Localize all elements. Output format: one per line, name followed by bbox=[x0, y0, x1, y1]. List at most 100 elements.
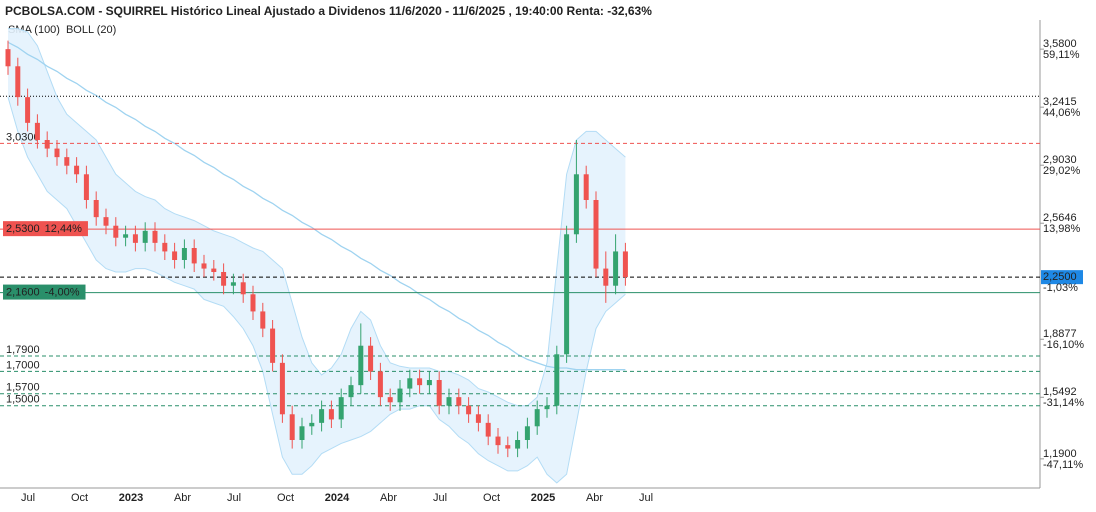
candle-body bbox=[583, 174, 589, 200]
candle-body bbox=[201, 263, 207, 269]
candle-body bbox=[221, 272, 227, 286]
candle-body bbox=[387, 397, 393, 403]
candle-body bbox=[240, 282, 246, 295]
level-label: 1,7900 bbox=[6, 344, 40, 356]
y-tick-change: -47,11% bbox=[1043, 459, 1083, 471]
level-label: 3,0300 bbox=[6, 131, 40, 143]
x-tick-label: Jul bbox=[21, 492, 35, 504]
candle-body bbox=[64, 157, 70, 166]
boll-band bbox=[8, 28, 626, 483]
candle-body bbox=[338, 397, 344, 420]
candle-body bbox=[368, 345, 374, 372]
y-tick-change: 13,98% bbox=[1043, 223, 1081, 235]
candle-body bbox=[44, 140, 50, 149]
last-price-label: 2,2500 bbox=[1043, 271, 1077, 283]
candle-body bbox=[622, 251, 628, 278]
candle-body bbox=[230, 282, 236, 286]
candle-body bbox=[593, 200, 599, 269]
candle-body bbox=[191, 248, 197, 264]
candle-body bbox=[505, 445, 511, 449]
y-tick-label: 3,5800 bbox=[1043, 38, 1077, 50]
candle-body bbox=[485, 422, 491, 437]
candle-body bbox=[142, 230, 148, 243]
x-tick-label: Jul bbox=[639, 492, 653, 504]
candle-body bbox=[466, 405, 472, 415]
x-tick-label: Oct bbox=[277, 492, 294, 504]
candle-body bbox=[495, 436, 501, 446]
candle-body bbox=[289, 414, 295, 440]
candle-body bbox=[309, 422, 315, 427]
candle-body bbox=[123, 234, 129, 238]
candle-body bbox=[613, 251, 619, 286]
candle-body bbox=[5, 49, 11, 67]
level-label: 2,5300 bbox=[6, 223, 40, 235]
candle-body bbox=[260, 311, 266, 329]
chart-title: PCBOLSA.COM - SQUIRREL Histórico Lineal … bbox=[5, 4, 652, 18]
candle-body bbox=[554, 354, 560, 406]
candle-body bbox=[436, 380, 442, 406]
candle-body bbox=[93, 200, 99, 218]
candle-body bbox=[319, 409, 325, 423]
candle-body bbox=[426, 380, 432, 386]
candle-body bbox=[299, 426, 305, 440]
candle-body bbox=[211, 268, 217, 272]
candle-body bbox=[475, 414, 481, 423]
y-tick-label: 3,2415 bbox=[1043, 96, 1077, 108]
legend-entry: BOLL (20) bbox=[66, 24, 116, 36]
candle-body bbox=[250, 294, 256, 312]
boll-upper bbox=[8, 28, 626, 407]
candle-body bbox=[103, 217, 109, 226]
y-tick-change: 29,02% bbox=[1043, 165, 1081, 177]
y-tick-change: -31,14% bbox=[1043, 397, 1084, 409]
candle-body bbox=[54, 148, 60, 158]
candle-body bbox=[407, 378, 413, 389]
x-tick-label: Jul bbox=[227, 492, 241, 504]
candle-body bbox=[456, 397, 462, 406]
level-label: 1,7000 bbox=[6, 359, 40, 371]
candle-body bbox=[515, 440, 521, 449]
candle-body bbox=[446, 397, 452, 406]
level-label: 1,5700 bbox=[6, 382, 40, 394]
boll-lower bbox=[7, 96, 626, 484]
sma-line bbox=[7, 41, 626, 371]
candle-body bbox=[132, 234, 138, 243]
candle-body bbox=[152, 230, 158, 243]
x-tick-label: 2023 bbox=[119, 492, 143, 504]
candle-body bbox=[74, 165, 80, 175]
candle-body bbox=[279, 362, 285, 415]
level-flag: 2,1600 -4,00% bbox=[3, 284, 86, 300]
candle-body bbox=[573, 174, 579, 235]
y-tick-label: 1,5492 bbox=[1043, 386, 1077, 398]
candle-body bbox=[181, 248, 187, 260]
candle-body bbox=[603, 268, 609, 286]
level-label: 2,1600 bbox=[6, 286, 40, 298]
level-label: 1,5000 bbox=[6, 394, 40, 406]
candle-body bbox=[328, 409, 334, 420]
x-tick-label: 2025 bbox=[531, 492, 555, 504]
level-flag-box bbox=[3, 221, 88, 237]
x-tick-label: Oct bbox=[483, 492, 500, 504]
y-tick-label: 2,5646 bbox=[1043, 212, 1077, 224]
candle-body bbox=[544, 405, 550, 410]
candle-body bbox=[524, 426, 530, 440]
candle-body bbox=[83, 174, 89, 200]
x-tick-label: Abr bbox=[380, 492, 397, 504]
y-tick-label: 1,8877 bbox=[1043, 328, 1077, 340]
level-change: 12,44% bbox=[45, 223, 83, 235]
candle-body bbox=[348, 385, 354, 398]
level-change: -4,00% bbox=[45, 286, 80, 298]
x-tick-label: 2024 bbox=[325, 492, 350, 504]
candle-body bbox=[397, 388, 403, 403]
x-tick-label: Jul bbox=[433, 492, 447, 504]
last-price-change: -1,03% bbox=[1043, 282, 1078, 294]
level-flag: 2,5300 12,44% bbox=[3, 221, 88, 237]
x-tick-label: Abr bbox=[174, 492, 191, 504]
candle-body bbox=[172, 251, 178, 260]
y-tick-label: 1,1900 bbox=[1043, 448, 1077, 460]
y-tick-change: -16,10% bbox=[1043, 339, 1084, 351]
candle-body bbox=[270, 328, 276, 363]
y-tick-change: 44,06% bbox=[1043, 107, 1081, 119]
candle-body bbox=[534, 409, 540, 427]
candle-body bbox=[162, 242, 168, 252]
